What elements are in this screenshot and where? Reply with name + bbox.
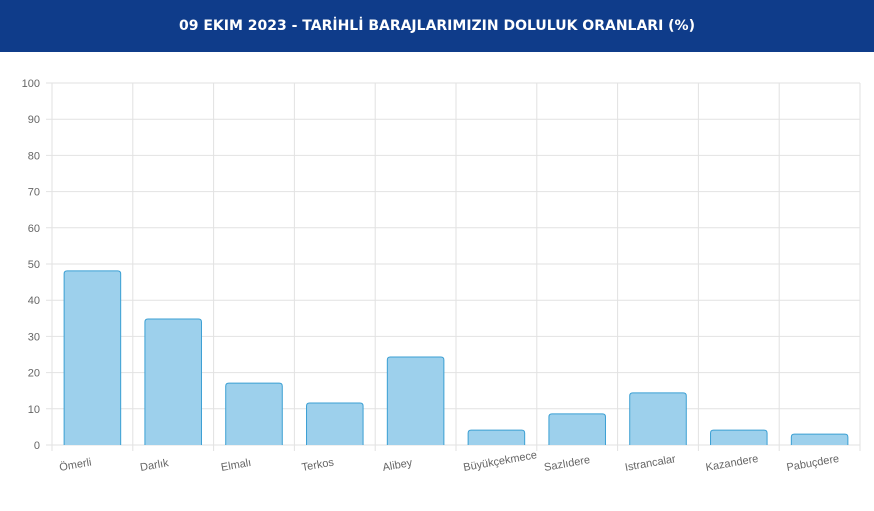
bar	[225, 382, 283, 445]
bar	[144, 318, 202, 445]
bar	[629, 392, 687, 445]
chart-title: 09 EKIM 2023 - TARİHLİ BARAJLARIMIZIN DO…	[0, 0, 874, 52]
y-tick-label: 30	[28, 331, 40, 343]
bar	[63, 270, 122, 445]
y-tick-label: 20	[28, 368, 40, 380]
x-tick-label: Terkos	[301, 456, 335, 474]
y-tick-label: 80	[28, 150, 40, 162]
x-tick-label: Büyükçekmece	[462, 449, 538, 474]
x-tick-label: Pabuçdere	[786, 453, 840, 474]
y-tick-label: 70	[28, 187, 40, 199]
x-tick-label: Istrancalar	[624, 453, 677, 474]
bar	[710, 429, 768, 445]
x-tick-label: Ömerli	[58, 457, 92, 474]
y-tick-label: 40	[28, 295, 40, 307]
chart: 0 10 20 30 40 50 60 70 80 90 100 Ömerli Darlık Elmalı…	[22, 78, 861, 474]
y-tick-label: 50	[28, 259, 40, 271]
y-tick-label: 0	[34, 440, 40, 452]
bar	[548, 413, 606, 445]
bar	[790, 433, 849, 445]
bar	[306, 402, 364, 445]
bar	[467, 429, 526, 445]
y-tick-label: 90	[28, 114, 40, 126]
x-tick-label: Elmalı	[220, 457, 252, 474]
x-tick-label: Sazlıdere	[543, 454, 591, 474]
x-tick-label: Darlık	[139, 457, 170, 474]
y-tick-label: 100	[22, 78, 40, 90]
bar	[386, 356, 445, 445]
x-tick-label: Alibey	[382, 457, 414, 474]
y-tick-label: 60	[28, 223, 40, 235]
x-tick-label: Kazandere	[705, 453, 759, 474]
y-tick-label: 10	[28, 404, 40, 416]
